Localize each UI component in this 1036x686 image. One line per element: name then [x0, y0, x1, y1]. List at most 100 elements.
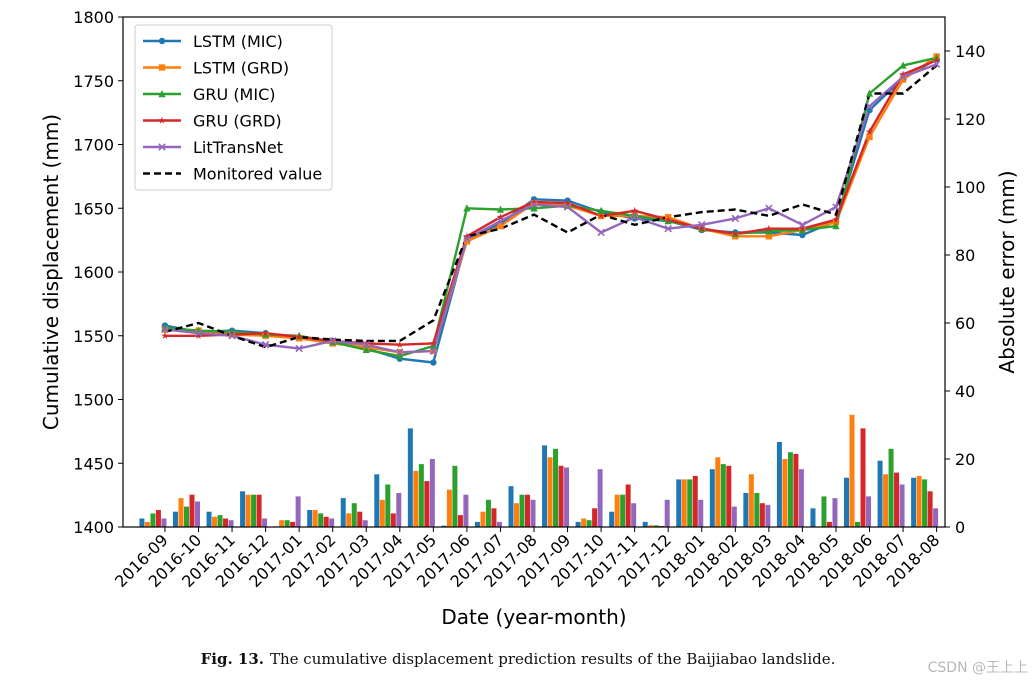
series-point-littransnet-2018-08	[932, 60, 941, 68]
error-bar-littransnet-2017-11	[631, 503, 637, 527]
error-bar-gru-mic--2018-07	[888, 448, 894, 527]
error-bar-lstm-mic--2018-08	[911, 477, 917, 527]
series-point-gru-grd-2018-04	[798, 224, 807, 232]
error-bar-gru-grd--2016-11	[223, 518, 229, 527]
error-bar-lstm-mic--2017-10	[575, 521, 581, 527]
error-bar-littransnet-2016-12	[262, 518, 268, 527]
error-bar-lstm-mic--2018-06	[844, 477, 850, 527]
error-bar-lstm-mic--2017-03	[340, 498, 346, 527]
series-point-gru-grd-2016-09	[161, 331, 169, 339]
legend: LSTM (MIC) LSTM (GRD) GRU (MIC) GRU (GRD) Li…	[134, 24, 333, 191]
series-point-gru-grd-2017-01	[295, 333, 303, 341]
series-point-gru-grd-2016-10	[194, 331, 203, 339]
error-bar-lstm-grd--2018-01	[681, 479, 687, 527]
error-bar-lstm-grd--2017-12	[648, 525, 654, 527]
error-bar-littransnet-2018-07	[899, 484, 905, 527]
series-point-littransnet-2017-08	[530, 200, 538, 209]
error-bar-lstm-grd--2017-10	[581, 518, 587, 527]
error-bar-littransnet-2018-04	[798, 469, 804, 527]
series-point-littransnet-2018-02	[731, 214, 740, 223]
series-point-lstm-grd-2017-06	[463, 238, 471, 245]
error-bar-gru-mic--2018-04	[787, 452, 793, 527]
series-point-gru-grd-2017-11	[630, 206, 639, 214]
error-bar-littransnet-2017-04	[396, 493, 402, 527]
error-bar-gru-grd--2017-04	[390, 513, 396, 527]
y-tick-label-left-1800: 1800	[73, 8, 114, 27]
series-point-gru-grd-2017-09	[563, 199, 572, 207]
error-bar-littransnet-2016-11	[228, 520, 234, 527]
series-point-littransnet-2016-12	[261, 340, 270, 349]
legend-label-monitored-value: Monitored value	[193, 165, 322, 184]
series-point-littransnet-2017-01	[295, 344, 303, 353]
legend-label-littransnet: LitTransNet	[193, 138, 283, 157]
series-point-gru-mic-2016-09	[161, 324, 169, 332]
series-point-littransnet-2017-06	[463, 235, 471, 243]
error-bar-gru-mic--2016-12	[251, 494, 257, 527]
legend-marker-littransnet	[158, 143, 166, 151]
error-bar-lstm-grd--2017-09	[547, 457, 553, 527]
error-bar-lstm-grd--2016-11	[212, 516, 218, 527]
series-point-gru-grd-2016-11	[228, 330, 236, 338]
series-point-gru-mic-2017-08	[530, 204, 538, 212]
error-bar-gru-grd--2017-09	[558, 465, 564, 527]
error-bar-lstm-mic--2017-04	[374, 474, 380, 527]
error-bar-gru-mic--2018-02	[720, 464, 726, 527]
error-bar-lstm-grd--2017-03	[346, 513, 352, 527]
x-axis-label: Date (year-month)	[441, 605, 626, 629]
y-tick-label-right-80: 80	[955, 246, 975, 265]
error-bar-gru-mic--2017-09	[553, 448, 559, 527]
series-point-lstm-mic-2017-05	[430, 359, 437, 366]
series-point-gru-mic-2017-07	[496, 205, 505, 213]
y-tick-label-right-140: 140	[955, 42, 986, 61]
series-point-gru-grd-2018-08	[932, 56, 941, 64]
error-bar-gru-grd--2017-08	[525, 494, 530, 527]
error-bar-lstm-grd--2018-03	[748, 474, 754, 527]
series-point-lstm-grd-2017-07	[497, 222, 504, 230]
series-point-littransnet-2016-09	[161, 325, 169, 334]
series-lines-layer	[164, 55, 938, 364]
series-line-monitored-value	[164, 64, 938, 349]
error-bar-gru-grd--2017-02	[323, 516, 329, 527]
error-bar-lstm-grd--2017-11	[614, 494, 620, 527]
error-bar-littransnet-2018-06	[866, 496, 872, 527]
error-bar-gru-mic--2017-01	[284, 520, 290, 527]
error-bar-lstm-mic--2018-03	[743, 493, 749, 527]
series-point-littransnet-2017-02	[328, 337, 337, 345]
error-bar-lstm-mic--2016-11	[206, 511, 212, 527]
error-bar-lstm-grd--2016-09	[144, 521, 150, 527]
series-point-gru-grd-2017-05	[429, 339, 438, 347]
error-bar-lstm-grd--2018-06	[849, 414, 855, 527]
error-bar-lstm-grd--2018-02	[715, 457, 721, 527]
legend-label-gru-mic: GRU (MIC)	[193, 85, 276, 104]
error-bar-lstm-grd--2018-07	[883, 474, 889, 527]
error-bar-lstm-mic--2016-12	[240, 491, 246, 527]
error-bar-lstm-mic--2017-07	[474, 521, 480, 527]
error-bar-littransnet-2018-02	[731, 506, 737, 527]
legend-marker-gru-mic	[158, 90, 166, 98]
error-bar-gru-grd--2018-06	[860, 428, 866, 527]
series-point-lstm-grd-2018-07	[899, 76, 907, 83]
series-point-gru-grd-2017-06	[463, 232, 471, 240]
y-tick-label-left-1700: 1700	[73, 136, 114, 155]
error-bar-gru-grd--2017-05	[424, 481, 430, 527]
error-bar-gru-mic--2017-12	[653, 525, 659, 527]
error-bar-lstm-mic--2018-04	[776, 442, 782, 527]
y-tick-label-left-1400: 1400	[73, 518, 114, 537]
series-point-lstm-grd-2018-03	[765, 233, 773, 240]
error-bar-gru-mic--2016-09	[150, 513, 156, 527]
error-bar-gru-mic--2017-02	[318, 513, 324, 527]
series-point-gru-mic-2017-05	[429, 341, 437, 350]
series-point-littransnet-2018-05	[832, 203, 840, 211]
error-bar-gru-grd--2016-12	[256, 494, 262, 527]
figure-caption: Fig. 13. The cumulative displacement pred…	[0, 650, 1036, 668]
series-point-littransnet-2017-04	[396, 348, 404, 357]
error-bar-lstm-grd--2017-04	[379, 499, 385, 527]
error-bar-lstm-grd--2017-07	[480, 511, 486, 527]
error-bar-lstm-grd--2017-06	[446, 489, 452, 527]
error-bar-littransnet-2018-08	[933, 508, 939, 527]
error-bar-gru-grd--2018-08	[927, 491, 933, 527]
error-bar-gru-mic--2018-08	[922, 479, 928, 527]
series-point-gru-grd-2017-04	[396, 340, 404, 348]
error-bar-gru-mic--2017-05	[418, 464, 424, 527]
error-bar-gru-mic--2017-04	[385, 484, 391, 527]
